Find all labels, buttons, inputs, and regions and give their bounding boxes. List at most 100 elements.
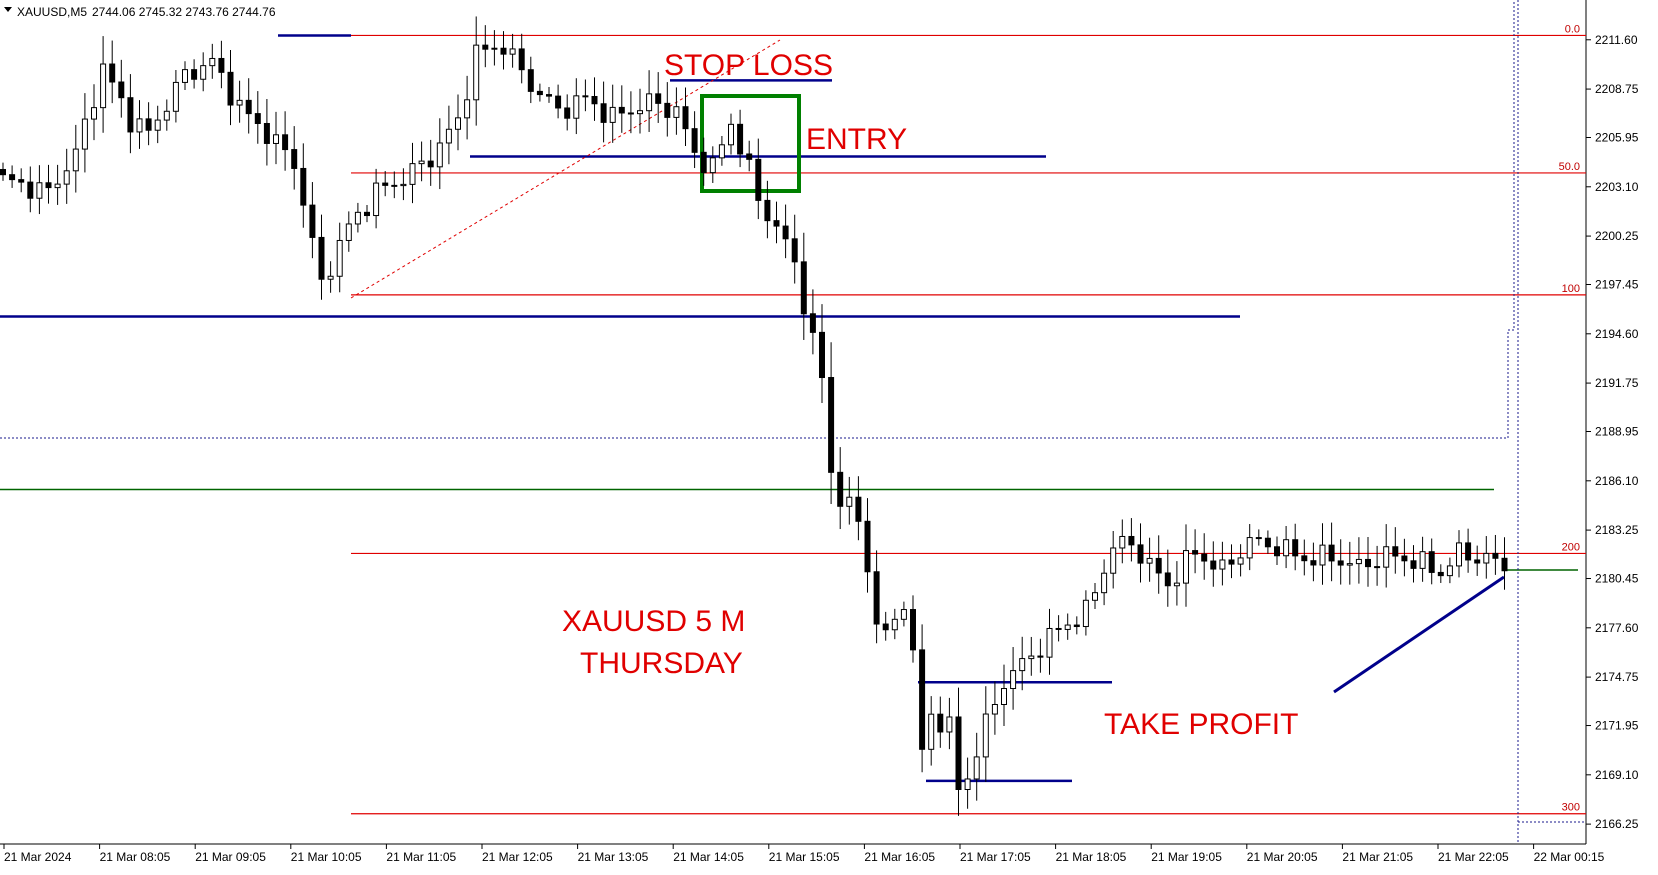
candle[interactable]: [1010, 647, 1017, 710]
candle[interactable]: [1428, 538, 1435, 585]
candle[interactable]: [354, 202, 361, 233]
candle[interactable]: [1274, 536, 1280, 565]
candle[interactable]: [1001, 664, 1007, 726]
candle[interactable]: [482, 25, 489, 68]
candle[interactable]: [100, 36, 107, 133]
candle[interactable]: [1492, 534, 1499, 575]
candle[interactable]: [1392, 527, 1399, 574]
candle[interactable]: [1465, 528, 1472, 573]
candle[interactable]: [9, 165, 16, 188]
candle[interactable]: [191, 59, 198, 89]
candle[interactable]: [172, 69, 179, 123]
candle[interactable]: [1337, 539, 1344, 585]
candle[interactable]: [837, 447, 844, 530]
entry-box[interactable]: [700, 94, 801, 193]
candle[interactable]: [982, 686, 989, 782]
candle[interactable]: [1173, 561, 1180, 606]
candle[interactable]: [919, 624, 926, 773]
candle[interactable]: [327, 261, 334, 293]
candle[interactable]: [1355, 537, 1362, 584]
candle[interactable]: [1137, 523, 1144, 583]
candle[interactable]: [1292, 523, 1299, 571]
candle[interactable]: [873, 550, 880, 644]
candle[interactable]: [782, 204, 789, 259]
candle[interactable]: [1456, 530, 1462, 578]
candle[interactable]: [1201, 533, 1208, 580]
candle[interactable]: [154, 105, 161, 144]
candle[interactable]: [691, 111, 698, 169]
candle[interactable]: [300, 143, 307, 228]
candle[interactable]: [755, 138, 762, 220]
candle[interactable]: [882, 611, 889, 641]
candle[interactable]: [564, 94, 571, 131]
drawing-objects[interactable]: [0, 0, 1586, 844]
candle[interactable]: [364, 204, 370, 223]
candle[interactable]: [709, 146, 716, 183]
candle[interactable]: [1319, 523, 1326, 585]
candle[interactable]: [1237, 544, 1244, 577]
candle[interactable]: [737, 109, 744, 168]
candle[interactable]: [54, 164, 61, 205]
candle[interactable]: [409, 142, 416, 204]
candle[interactable]: [36, 165, 43, 215]
candle[interactable]: [218, 40, 225, 89]
candle[interactable]: [1328, 522, 1335, 582]
candle[interactable]: [1246, 524, 1253, 571]
candle[interactable]: [928, 696, 935, 766]
candle[interactable]: [145, 102, 152, 146]
candle[interactable]: [345, 211, 352, 252]
candle[interactable]: [682, 87, 689, 146]
candle[interactable]: [436, 118, 443, 190]
candles[interactable]: [0, 16, 1508, 816]
candle[interactable]: [391, 171, 398, 199]
candle[interactable]: [591, 77, 598, 121]
candle[interactable]: [1474, 545, 1481, 576]
candle[interactable]: [1310, 542, 1317, 582]
candle[interactable]: [18, 168, 25, 193]
candle[interactable]: [1128, 518, 1135, 562]
candle[interactable]: [764, 180, 771, 239]
candle[interactable]: [81, 93, 88, 173]
candle[interactable]: [937, 696, 944, 748]
candle[interactable]: [63, 148, 70, 204]
candle[interactable]: [791, 214, 798, 284]
candle[interactable]: [1383, 524, 1390, 588]
fibonacci-levels[interactable]: 0.0 50.0 100 200 300: [278, 23, 1586, 815]
candle[interactable]: [618, 85, 625, 133]
candle[interactable]: [1419, 536, 1426, 582]
candle[interactable]: [200, 52, 207, 92]
candle[interactable]: [27, 166, 34, 213]
candle[interactable]: [855, 476, 862, 541]
candle[interactable]: [418, 141, 425, 182]
candle[interactable]: [609, 84, 616, 143]
candle[interactable]: [263, 98, 270, 166]
candle[interactable]: [627, 91, 634, 134]
candle[interactable]: [1264, 530, 1271, 554]
candle[interactable]: [637, 88, 643, 134]
candle[interactable]: [273, 111, 279, 165]
chevron-down-icon[interactable]: [4, 7, 12, 12]
candle[interactable]: [118, 59, 125, 118]
candle[interactable]: [236, 80, 243, 123]
candle[interactable]: [728, 113, 734, 155]
candle[interactable]: [700, 137, 707, 186]
candle[interactable]: [527, 56, 534, 104]
candle[interactable]: [910, 595, 916, 663]
candle[interactable]: [336, 222, 343, 293]
candle[interactable]: [1037, 638, 1044, 673]
candle[interactable]: [718, 135, 725, 166]
candle[interactable]: [673, 87, 680, 135]
candle[interactable]: [991, 681, 998, 735]
candle[interactable]: [1092, 583, 1098, 609]
candle[interactable]: [518, 33, 525, 84]
candle[interactable]: [318, 214, 325, 300]
candle[interactable]: [254, 91, 261, 144]
candle[interactable]: [646, 70, 653, 132]
candle[interactable]: [1073, 616, 1080, 635]
candle[interactable]: [109, 40, 116, 104]
candle[interactable]: [1346, 541, 1353, 585]
candle[interactable]: [464, 75, 471, 140]
candle[interactable]: [400, 168, 407, 201]
candle[interactable]: [1110, 531, 1117, 589]
